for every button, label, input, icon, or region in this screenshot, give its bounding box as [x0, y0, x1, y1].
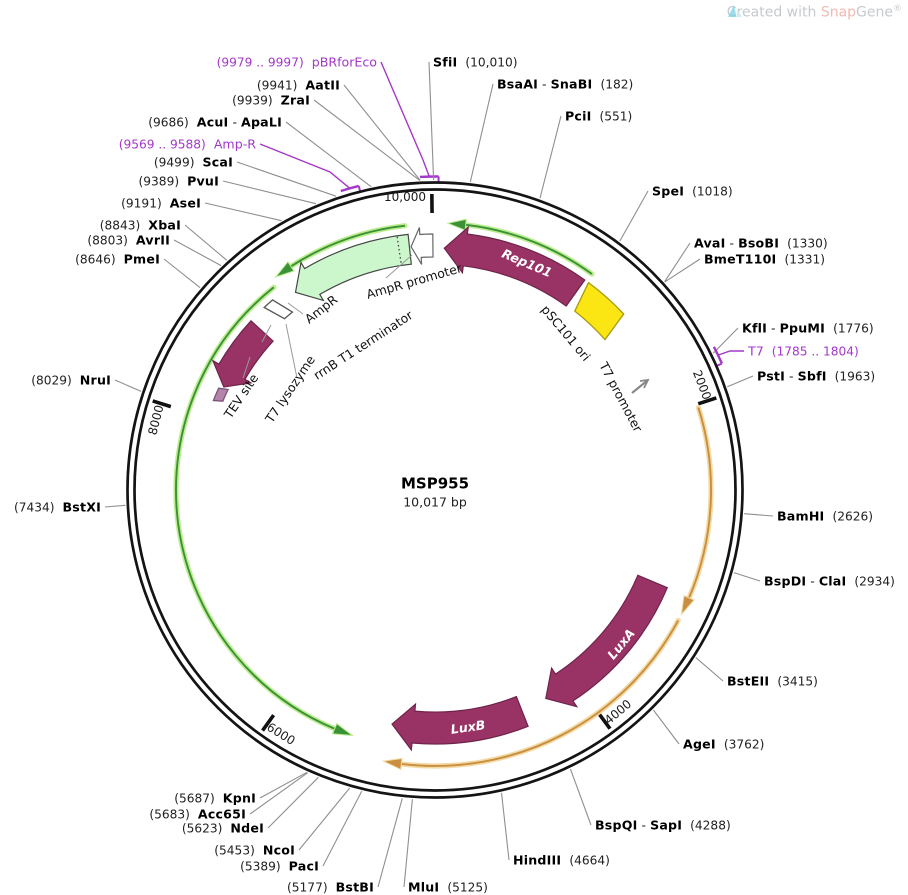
leader-line-SpeI — [619, 190, 649, 242]
tick-mark-2000 — [697, 396, 717, 406]
orf-over-rep101-arrowhead — [446, 218, 467, 231]
leader-line-PstI-SbfI — [727, 375, 754, 388]
leader-line-BstBI — [377, 798, 403, 888]
inner-label-pointer-1 — [261, 324, 272, 343]
leader-line-ScaI — [236, 161, 337, 197]
lux-operon-arc-1-arc[interactable] — [688, 407, 712, 599]
plasmid-backbone-inner-ring — [133, 188, 737, 792]
leader-line-BamHI — [744, 513, 774, 517]
feature-rep101[interactable] — [443, 225, 586, 307]
leader-line-AgeI — [652, 709, 680, 745]
primer-marker-Amp-R — [340, 184, 359, 193]
leader-line-PmeI — [163, 258, 201, 289]
orf-lysozyme-lux-fusion-arc[interactable] — [175, 286, 335, 730]
leader-line-AatII — [343, 84, 421, 181]
orf-over-rep101-arc[interactable] — [465, 223, 593, 275]
leader-line-BstEII — [695, 657, 724, 682]
leader-line-KflI-PpuMI — [712, 327, 739, 354]
leader-line-pBRforEco — [380, 61, 430, 177]
tick-mark-8000 — [152, 399, 172, 409]
orf-lysozyme-lux-fusion-arrowhead — [331, 722, 355, 737]
leader-line-BmeT110I — [664, 258, 701, 283]
leader-line-AcuI-ApaLI — [285, 121, 372, 188]
leader-line-AvaI-BsoBI — [664, 242, 691, 283]
feature-luxB[interactable] — [391, 695, 529, 752]
leader-line-PacI — [322, 790, 363, 867]
watermark-text: Created with SnapGene® — [726, 4, 902, 21]
orf-over-ampR-arrowhead — [274, 260, 295, 279]
tick-mark-4000 — [597, 712, 612, 730]
leader-line-NcoI — [298, 787, 351, 851]
feature-pSC101-ori[interactable] — [573, 281, 625, 341]
feature-ampR-promoter[interactable] — [410, 227, 434, 265]
feature-rrnB-T1-terminator[interactable] — [263, 299, 294, 320]
lux-operon-arc-2-arrowhead — [381, 757, 403, 771]
leader-line-BsaAI-SnaBI — [469, 83, 494, 183]
inner-label-pointer-3 — [285, 323, 298, 379]
leader-line-NruI — [114, 379, 142, 392]
leader-line-MluI — [403, 799, 413, 888]
leader-line-BspDI-ClaI — [733, 572, 761, 582]
inner-label-pointer-4 — [385, 254, 413, 279]
lux-operon-arc-1-arrowhead — [680, 594, 695, 616]
tick-mark-6000 — [261, 714, 276, 732]
leader-line-T7 — [717, 350, 744, 356]
feature-luxA[interactable] — [545, 574, 669, 708]
inner-label-pointer-0 — [242, 356, 251, 379]
feature-ampR[interactable] — [294, 233, 412, 302]
feature-T7-promoter-glyph[interactable] — [631, 379, 649, 394]
leader-line-PvuI — [222, 180, 317, 205]
plasmid-name: MSP955 — [400, 474, 470, 493]
orf-over-ampR-arc[interactable] — [290, 224, 406, 268]
snapgene-watermark: Created with SnapGene® — [727, 4, 902, 21]
leader-line-Amp-R — [259, 143, 351, 189]
feature-TEV-site[interactable] — [212, 387, 230, 402]
leader-line-PciI — [539, 115, 562, 199]
snapgene-logo-icon — [727, 5, 742, 17]
leader-line-NdeI — [267, 776, 319, 829]
leader-line-ZraI — [313, 99, 421, 181]
leader-line-SfiI — [428, 61, 435, 181]
lux-operon-arc-2-arc[interactable] — [401, 619, 680, 767]
leader-line-AseI — [204, 202, 282, 222]
inner-label-pointer-2 — [287, 302, 304, 315]
plasmid-backbone-outer-ring — [126, 181, 744, 799]
primer-marker-T7 — [712, 346, 723, 364]
leader-line-KpnI — [259, 771, 308, 799]
feature-t7-lysozyme[interactable] — [211, 319, 274, 388]
feature-T7-promoter-glyph-head — [639, 378, 650, 389]
leader-line-XbaI — [184, 224, 228, 261]
feature-ampR-signal-boundary — [396, 236, 402, 265]
leader-line-BspQI-SapI — [569, 768, 592, 826]
leader-line-HindIII — [500, 792, 510, 861]
leader-line-BstXI — [104, 504, 126, 508]
leader-line-Acc65I — [249, 772, 309, 815]
plasmid-size: 10,017 bp — [403, 494, 467, 510]
plasmid-title-block: MSP955 10,017 bp — [401, 475, 469, 510]
leader-line-AvrII — [173, 239, 222, 267]
